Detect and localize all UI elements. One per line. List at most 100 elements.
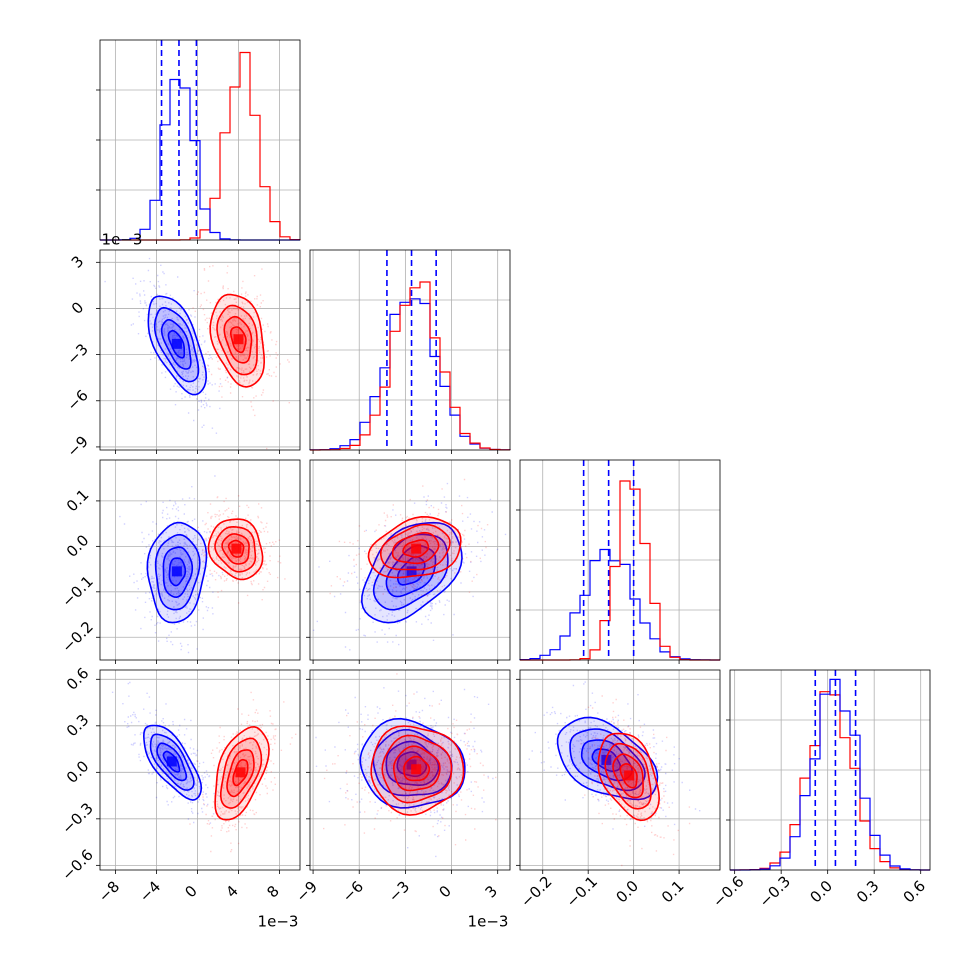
x-tick-label: −0.1: [563, 872, 601, 910]
contour-red: [220, 737, 263, 809]
y-tick-label: 0.0: [63, 531, 93, 561]
scatter-red: [573, 695, 691, 867]
contour-red: [597, 732, 661, 822]
contour-red: [221, 533, 250, 565]
contour-blue: [360, 521, 463, 624]
x-tick-label: 0.1: [658, 877, 688, 907]
panel-1-0: [96, 250, 300, 454]
x-tick-label: 0.0: [612, 877, 642, 907]
panel-2-1: [306, 460, 510, 664]
y-tick-label: 0.0: [63, 757, 93, 787]
contour-red: [227, 539, 245, 558]
panel-content-1-0: [104, 257, 290, 450]
panel-content-3-0: [111, 681, 297, 853]
panel-content-2-0: [119, 475, 286, 654]
x-multiplier-label: 1e−3: [468, 913, 509, 931]
panel-frame: [99, 249, 301, 451]
peak-red: [233, 334, 244, 345]
contour-red: [393, 745, 441, 792]
scatter-blue: [104, 257, 229, 434]
panel-frame: [519, 669, 721, 871]
contour-red: [370, 725, 465, 816]
contour-red: [214, 725, 270, 821]
contour-red: [402, 539, 430, 558]
panel-frame: [729, 669, 931, 871]
peak-blue: [166, 756, 177, 767]
x-tick-label: −0.2: [517, 872, 555, 910]
histogram-blue-3: [730, 678, 930, 871]
peak-red: [411, 543, 422, 554]
panel-frame: [99, 669, 301, 871]
peak-red: [411, 764, 422, 775]
contour-blue: [162, 750, 181, 773]
x-tick-label: 4: [222, 882, 241, 901]
panel-frame: [99, 459, 301, 661]
y-tick-label: 0: [68, 298, 87, 317]
x-tick-label: 0.0: [807, 877, 837, 907]
contour-blue: [147, 295, 208, 396]
y-tick-label: −9: [63, 432, 91, 460]
y-tick-label: 0.1: [63, 486, 93, 516]
x-tick-label: −8: [95, 877, 123, 905]
x-tick-label: 0: [181, 882, 200, 901]
contour-blue: [372, 533, 449, 611]
y-tick-label: 0.6: [63, 664, 93, 694]
contour-red: [612, 753, 644, 799]
contour-red: [403, 755, 431, 782]
panel-frame: [309, 249, 511, 451]
contour-red: [230, 326, 247, 354]
contour-blue: [162, 546, 194, 599]
contour-blue: [146, 521, 208, 624]
contour-red: [216, 304, 258, 376]
y-tick-label: 0.3: [63, 711, 93, 741]
y-multiplier-label: 1e−3: [102, 231, 143, 249]
contour-red: [223, 315, 253, 364]
contour-red: [604, 742, 652, 810]
peak-red: [235, 767, 246, 778]
contour-blue: [396, 751, 428, 778]
contour-red: [207, 518, 264, 581]
panel-2-2: [516, 460, 720, 664]
contour-red: [209, 293, 266, 388]
scatter-blue: [119, 475, 236, 654]
peak-red: [624, 770, 635, 781]
contour-blue: [149, 733, 195, 791]
panel-content-3-2: [520, 681, 701, 867]
panel-frame: [309, 459, 511, 661]
x-tick-label: 3: [482, 882, 501, 901]
panel-frame: [519, 459, 721, 661]
contour-blue: [556, 716, 659, 801]
contour-red: [214, 525, 257, 573]
contour-red: [226, 749, 255, 798]
scatter-red: [186, 495, 286, 604]
contour-red: [619, 762, 638, 789]
panel-3-3: [726, 670, 930, 874]
panel-3-1: [306, 670, 510, 874]
histogram-blue-1: [309, 298, 511, 451]
y-tick-label: −0.3: [58, 799, 96, 837]
y-tick-label: −0.2: [58, 618, 96, 656]
contour-blue: [160, 319, 192, 370]
x-tick-label: 0.3: [853, 877, 883, 907]
panel-frame: [309, 669, 511, 871]
x-multiplier-label: 1e−3: [258, 913, 299, 931]
histogram-red-2: [520, 480, 720, 661]
y-tick-label: 3: [68, 252, 87, 271]
panel-0-0: [96, 40, 300, 244]
y-tick-label: −0.6: [58, 846, 96, 884]
x-tick-label: 0.6: [900, 877, 930, 907]
contour-red: [367, 515, 462, 579]
contour-blue: [168, 557, 187, 587]
histogram-red-3: [730, 691, 930, 871]
contour-blue: [385, 740, 440, 787]
panel-content-3-1: [315, 673, 497, 858]
contour-blue: [580, 739, 633, 782]
histogram-red-1: [310, 281, 511, 451]
y-tick-label: −3: [63, 340, 91, 368]
x-tick-label: 0: [435, 882, 454, 901]
contour-blue: [397, 555, 426, 586]
panel-content-2-1: [312, 478, 507, 660]
peak-blue: [171, 566, 182, 577]
